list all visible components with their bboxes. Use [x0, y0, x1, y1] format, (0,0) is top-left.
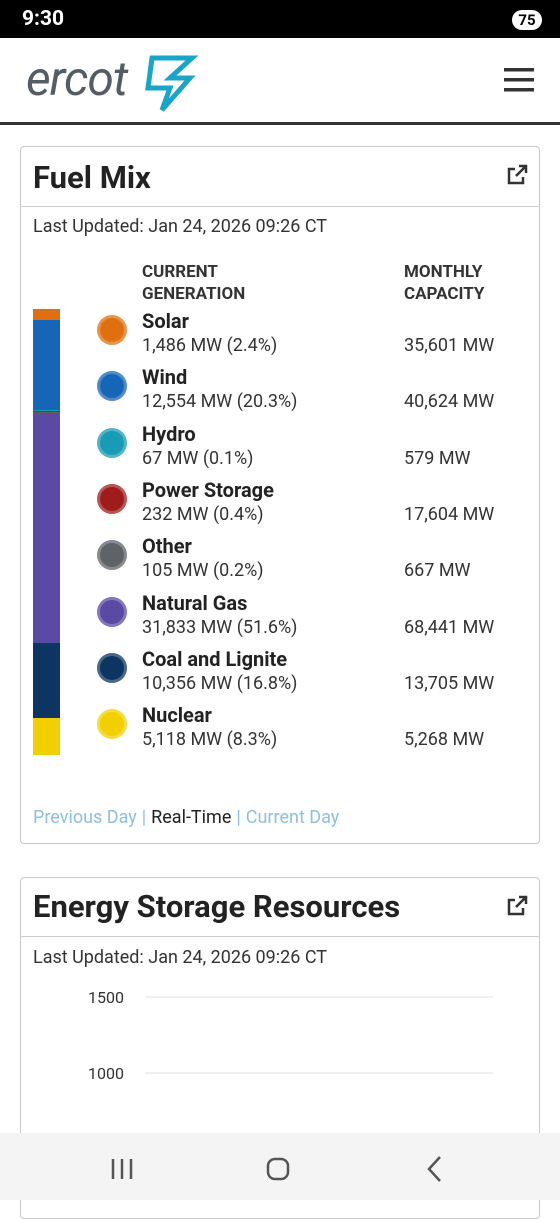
fuel-generation: 1,486 MW (2.4%): [142, 335, 278, 356]
y-tick-label: 1500: [88, 988, 124, 1007]
last-updated: Last Updated: Jan 24, 2026 09:26 CT: [33, 216, 328, 237]
open-external[interactable]: [505, 894, 529, 918]
fuel-name: Solar: [142, 309, 189, 333]
fuel-generation: 31,833 MW (51.6%): [142, 616, 298, 638]
card-title: Energy Storage Resources: [33, 888, 401, 925]
energy-storage-card: Energy Storage Resources Last Updated: J…: [20, 877, 540, 1219]
fuel-name: Hydro: [142, 421, 196, 446]
fuel-icon: [97, 483, 127, 514]
nav-bar: [0, 1133, 560, 1200]
battery: 75: [512, 10, 542, 30]
status-bar: 9:30 75: [0, 0, 560, 38]
home-button[interactable]: [266, 1157, 290, 1181]
fuel-icon: [97, 427, 127, 458]
fuel-generation: 105 MW (0.2%): [142, 560, 264, 582]
storage-chart: 1500 1000: [88, 988, 493, 1083]
fuel-capacity: 17,604 MW: [404, 503, 495, 525]
bar-segment: [33, 319, 60, 411]
bar-segment: [33, 410, 60, 411]
column-header: CURRENT GENERATION: [142, 262, 246, 304]
bar-segment: [33, 412, 60, 414]
nav-buttons: [111, 1156, 441, 1182]
fuel-capacity: 68,441 MW: [404, 616, 495, 638]
fuel-generation: 10,356 MW (16.8%): [142, 672, 298, 694]
fuel-icon: [97, 596, 127, 627]
fuel-mix-card: Fuel Mix Last Updated: Jan 24, 2026 09:2…: [20, 146, 540, 844]
fuel-capacity: 13,705 MW: [404, 672, 495, 694]
bar-segment: [33, 413, 60, 644]
fuel-generation: 12,554 MW (20.3%): [142, 391, 298, 413]
bar-segment: [33, 309, 60, 320]
divider: [21, 936, 539, 937]
open-external[interactable]: [505, 163, 529, 187]
fuel-icon: [97, 371, 127, 402]
view-link[interactable]: Previous Day: [33, 807, 137, 828]
view-link[interactable]: Current Day: [245, 807, 340, 828]
clock: 9:30: [22, 7, 65, 31]
fuel-capacity: 35,601 MW: [404, 335, 495, 356]
fuel-generation: 67 MW (0.1%): [142, 447, 254, 469]
app-header: ercot: [0, 38, 560, 125]
fuel-name: Power Storage: [142, 477, 274, 502]
recents-button[interactable]: [111, 1159, 133, 1179]
fuel-capacity: 667 MW: [404, 560, 471, 582]
bar-segment: [33, 410, 60, 413]
fuel-icon: [97, 315, 127, 345]
bar-segment: [33, 643, 60, 718]
fuel-capacity: 40,624 MW: [404, 391, 495, 413]
view-link: Real-Time: [151, 807, 232, 828]
bar-segment: [33, 718, 60, 755]
fuel-name: Wind: [142, 365, 188, 390]
separator: |: [236, 807, 241, 828]
column-header: MONTHLY CAPACITY: [404, 262, 485, 304]
view-links: Previous Day | Real-Time | Current Day: [33, 807, 344, 828]
y-tick-label: 1000: [88, 1064, 124, 1083]
fuel-name: Other: [142, 534, 192, 559]
divider: [21, 206, 539, 207]
last-updated: Last Updated: Jan 24, 2026 09:26 CT: [33, 947, 328, 968]
card-title: Fuel Mix: [33, 159, 151, 196]
fuel-capacity: 5,268 MW: [404, 729, 485, 751]
fuel-icon: [97, 540, 127, 571]
stacked-bar: [33, 309, 60, 755]
fuel-name: Natural Gas: [142, 590, 248, 615]
separator: |: [141, 807, 147, 828]
logo[interactable]: ercot: [26, 50, 128, 107]
fuel-name: Coal and Lignite: [142, 646, 288, 671]
logo-bolt: [145, 55, 199, 112]
fuel-name: Nuclear: [142, 703, 212, 728]
fuel-generation: 5,118 MW (8.3%): [142, 729, 278, 751]
menu-button[interactable]: [504, 66, 536, 94]
fuel-icon: [97, 709, 127, 740]
back-button[interactable]: [427, 1156, 441, 1182]
fuel-generation: 232 MW (0.4%): [142, 503, 264, 525]
logo-mark: [145, 55, 199, 112]
fuel-capacity: 579 MW: [404, 447, 471, 469]
fuel-icon: [97, 652, 127, 683]
